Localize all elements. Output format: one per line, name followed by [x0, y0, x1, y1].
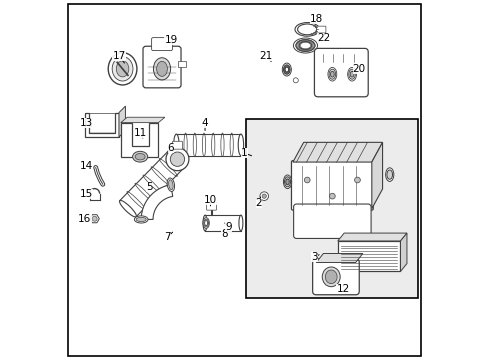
- Text: 13: 13: [80, 118, 93, 128]
- Text: 19: 19: [164, 35, 177, 45]
- FancyBboxPatch shape: [314, 48, 367, 97]
- Ellipse shape: [284, 177, 290, 187]
- Text: 1: 1: [241, 148, 247, 158]
- Ellipse shape: [203, 219, 208, 227]
- FancyBboxPatch shape: [151, 38, 172, 50]
- Polygon shape: [400, 233, 406, 271]
- Ellipse shape: [136, 217, 146, 222]
- Ellipse shape: [328, 69, 335, 79]
- Text: 5: 5: [146, 182, 152, 192]
- Text: 17: 17: [112, 51, 125, 61]
- Ellipse shape: [203, 218, 209, 228]
- Bar: [246, 119, 418, 298]
- Ellipse shape: [295, 40, 314, 51]
- Polygon shape: [316, 253, 362, 262]
- Polygon shape: [337, 233, 406, 241]
- Ellipse shape: [116, 61, 128, 77]
- Ellipse shape: [325, 270, 336, 284]
- Bar: [337, 241, 400, 271]
- Text: 10: 10: [203, 195, 217, 205]
- Ellipse shape: [135, 153, 145, 160]
- Ellipse shape: [134, 216, 148, 223]
- Text: 9: 9: [224, 222, 231, 231]
- Text: 4: 4: [202, 118, 208, 128]
- Circle shape: [262, 194, 266, 198]
- Circle shape: [260, 192, 268, 201]
- Ellipse shape: [108, 53, 137, 85]
- Ellipse shape: [156, 61, 167, 76]
- Circle shape: [165, 148, 188, 171]
- Text: 22: 22: [316, 33, 329, 43]
- Ellipse shape: [386, 170, 392, 179]
- Text: 12: 12: [336, 284, 349, 294]
- Polygon shape: [371, 142, 382, 209]
- Ellipse shape: [167, 178, 174, 192]
- Circle shape: [293, 78, 298, 83]
- Ellipse shape: [173, 134, 179, 156]
- Ellipse shape: [347, 67, 356, 81]
- Text: 18: 18: [309, 14, 322, 24]
- Ellipse shape: [348, 69, 355, 79]
- Polygon shape: [204, 215, 241, 231]
- Ellipse shape: [168, 180, 173, 190]
- Text: 3: 3: [310, 252, 317, 262]
- Ellipse shape: [283, 175, 291, 189]
- FancyBboxPatch shape: [316, 26, 325, 33]
- Text: 7: 7: [164, 232, 170, 242]
- Circle shape: [170, 152, 184, 166]
- Ellipse shape: [293, 38, 317, 53]
- Text: 21: 21: [259, 51, 272, 61]
- Circle shape: [92, 216, 97, 221]
- Circle shape: [329, 193, 335, 199]
- FancyBboxPatch shape: [206, 202, 216, 210]
- Text: 20: 20: [352, 64, 365, 74]
- Polygon shape: [85, 113, 119, 137]
- Ellipse shape: [204, 221, 207, 226]
- Text: 2: 2: [255, 198, 262, 208]
- Polygon shape: [121, 123, 158, 157]
- Ellipse shape: [203, 215, 206, 231]
- Ellipse shape: [239, 215, 243, 231]
- Polygon shape: [121, 117, 164, 123]
- Ellipse shape: [167, 151, 184, 167]
- Text: 6: 6: [167, 143, 174, 153]
- FancyBboxPatch shape: [142, 46, 181, 88]
- Ellipse shape: [385, 168, 393, 181]
- Ellipse shape: [330, 71, 333, 77]
- Circle shape: [354, 177, 360, 183]
- Polygon shape: [292, 142, 382, 162]
- Text: 11: 11: [134, 129, 147, 138]
- Ellipse shape: [112, 57, 133, 81]
- Text: 16: 16: [78, 215, 91, 224]
- Ellipse shape: [322, 267, 340, 287]
- Polygon shape: [90, 215, 99, 223]
- Ellipse shape: [238, 134, 243, 156]
- Circle shape: [304, 177, 309, 183]
- FancyBboxPatch shape: [172, 141, 182, 149]
- Ellipse shape: [283, 65, 289, 74]
- Ellipse shape: [132, 151, 147, 162]
- Ellipse shape: [299, 41, 311, 49]
- FancyBboxPatch shape: [293, 204, 370, 238]
- Polygon shape: [141, 185, 172, 220]
- Text: 14: 14: [80, 161, 93, 171]
- FancyBboxPatch shape: [312, 259, 359, 295]
- FancyBboxPatch shape: [291, 161, 372, 210]
- Ellipse shape: [153, 58, 170, 80]
- Ellipse shape: [349, 71, 353, 77]
- Ellipse shape: [119, 201, 136, 217]
- Ellipse shape: [285, 179, 289, 185]
- Ellipse shape: [327, 67, 336, 81]
- Ellipse shape: [285, 67, 288, 72]
- Text: 15: 15: [80, 189, 93, 199]
- Polygon shape: [119, 106, 125, 137]
- Text: 8: 8: [221, 229, 227, 239]
- Ellipse shape: [282, 63, 291, 76]
- Bar: [178, 60, 185, 67]
